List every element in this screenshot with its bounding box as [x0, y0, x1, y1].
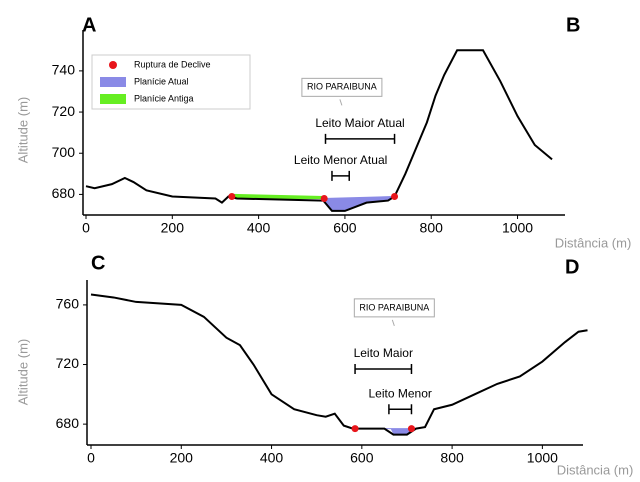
legend-swatch — [100, 94, 126, 104]
y-axis-label: Altitude (m) — [15, 339, 30, 405]
x-tick-label: 1000 — [502, 220, 533, 236]
plain-area — [323, 195, 397, 212]
bracket — [388, 404, 413, 415]
callout-text: RIO PARAIBUNA — [307, 82, 377, 92]
y-tick-label: 700 — [52, 144, 76, 160]
bracket — [324, 133, 396, 144]
x-tick-label: 400 — [247, 220, 271, 236]
x-tick-label: 400 — [260, 450, 284, 466]
corner-label: D — [565, 256, 579, 278]
x-tick-label: 600 — [350, 450, 374, 466]
bracket-label: Leito Menor — [369, 386, 432, 400]
corner-label: A — [82, 14, 96, 36]
legend-label: Planície Atual — [134, 76, 189, 86]
river-callout: RIO PARAIBUNA — [353, 298, 435, 327]
profile-line — [85, 49, 553, 212]
y-tick-label: 720 — [56, 355, 80, 371]
x-tick-label: 0 — [82, 220, 90, 236]
corner-label: B — [566, 14, 580, 36]
bracket-label: Leito Menor Atual — [294, 153, 387, 167]
bracket — [354, 363, 413, 374]
legend-swatch — [109, 61, 117, 69]
callout-box — [353, 298, 435, 318]
x-tick-label: 600 — [333, 220, 357, 236]
river-callout: RIO PARAIBUNA — [301, 77, 383, 106]
x-axis-label: Distância (m) — [557, 462, 634, 477]
corner-label: C — [91, 252, 105, 274]
x-tick-label: 800 — [440, 450, 464, 466]
break-point — [407, 425, 415, 433]
break-point — [228, 192, 236, 200]
y-tick-label: 680 — [52, 185, 76, 201]
break-point — [391, 192, 399, 200]
y-axis-label: Altitude (m) — [15, 97, 30, 163]
y-tick-label: 760 — [56, 296, 80, 312]
callout-pointer — [391, 319, 395, 327]
bracket — [331, 170, 350, 181]
break-point — [351, 425, 359, 433]
y-tick-label: 740 — [52, 62, 76, 78]
callout-pointer — [339, 99, 343, 106]
break-point — [320, 195, 328, 203]
callout-box — [301, 77, 383, 97]
x-tick-label: 200 — [161, 220, 185, 236]
y-tick-label: 680 — [56, 415, 80, 431]
y-tick-label: 720 — [52, 103, 76, 119]
bracket-label: Leito Maior — [354, 346, 413, 360]
x-axis-label: Distância (m) — [555, 235, 632, 250]
bracket-label: Leito Maior Atual — [315, 116, 404, 130]
x-tick-label: 0 — [87, 450, 95, 466]
legend-label: Planície Antiga — [134, 93, 194, 103]
legend-swatch — [100, 77, 126, 87]
x-tick-label: 200 — [170, 450, 194, 466]
legend-label: Ruptura de Declive — [134, 59, 211, 69]
callout-text: RIO PARAIBUNA — [359, 302, 429, 312]
profile-line — [90, 293, 588, 436]
x-tick-label: 1000 — [527, 450, 558, 466]
x-tick-label: 800 — [420, 220, 444, 236]
